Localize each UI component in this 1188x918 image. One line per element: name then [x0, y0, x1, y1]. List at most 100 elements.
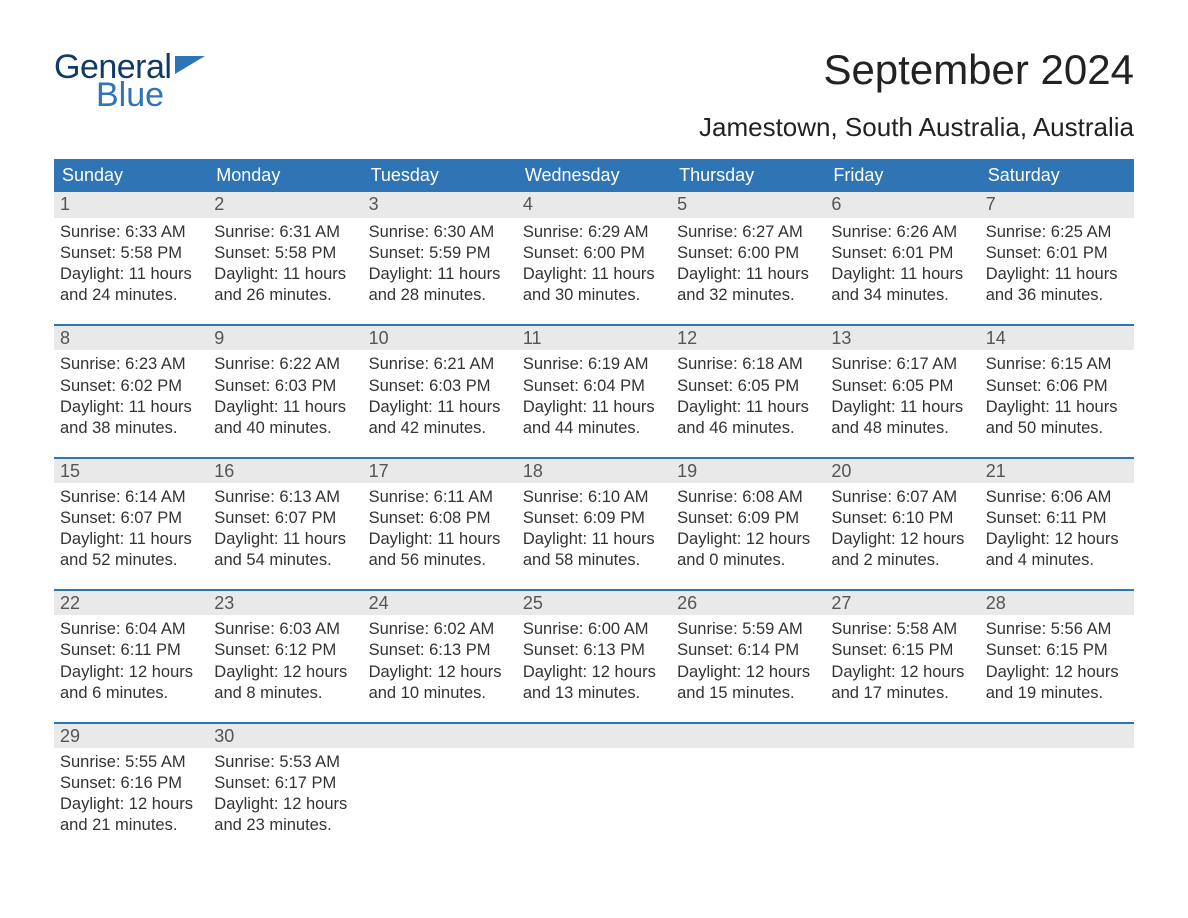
sunset-text: Sunset: 5:58 PM — [60, 243, 202, 264]
sunrise-text: Sunrise: 5:55 AM — [60, 752, 202, 773]
day-number: 18 — [517, 457, 671, 483]
sunrise-text: Sunrise: 6:22 AM — [214, 354, 356, 375]
calendar-week: 8Sunrise: 6:23 AMSunset: 6:02 PMDaylight… — [54, 324, 1134, 438]
day-number — [363, 722, 517, 748]
calendar-week: 22Sunrise: 6:04 AMSunset: 6:11 PMDayligh… — [54, 589, 1134, 703]
logo-word-2: Blue — [96, 78, 205, 112]
day-body: Sunrise: 6:14 AMSunset: 6:07 PMDaylight:… — [54, 483, 208, 571]
day-number: 15 — [54, 457, 208, 483]
day-body: Sunrise: 6:31 AMSunset: 5:58 PMDaylight:… — [208, 218, 362, 306]
day-number: 1 — [54, 192, 208, 218]
daylight-text: Daylight: 11 hours and 58 minutes. — [523, 529, 665, 571]
calendar-day: 26Sunrise: 5:59 AMSunset: 6:14 PMDayligh… — [671, 589, 825, 703]
day-number: 6 — [825, 192, 979, 218]
sunset-text: Sunset: 6:12 PM — [214, 640, 356, 661]
daylight-text: Daylight: 12 hours and 8 minutes. — [214, 662, 356, 704]
header-row: General Blue September 2024 Jamestown, S… — [54, 50, 1134, 153]
daylight-text: Daylight: 12 hours and 6 minutes. — [60, 662, 202, 704]
day-body: Sunrise: 6:11 AMSunset: 6:08 PMDaylight:… — [363, 483, 517, 571]
day-body: Sunrise: 5:59 AMSunset: 6:14 PMDaylight:… — [671, 615, 825, 703]
day-number: 2 — [208, 192, 362, 218]
dow-saturday: Saturday — [980, 159, 1134, 192]
day-number: 24 — [363, 589, 517, 615]
sunrise-text: Sunrise: 6:27 AM — [677, 222, 819, 243]
day-body: Sunrise: 6:10 AMSunset: 6:09 PMDaylight:… — [517, 483, 671, 571]
sunset-text: Sunset: 6:06 PM — [986, 376, 1128, 397]
calendar-day — [363, 722, 517, 836]
sunrise-text: Sunrise: 6:21 AM — [369, 354, 511, 375]
day-number: 26 — [671, 589, 825, 615]
sunset-text: Sunset: 6:13 PM — [523, 640, 665, 661]
daylight-text: Daylight: 11 hours and 34 minutes. — [831, 264, 973, 306]
calendar-day: 3Sunrise: 6:30 AMSunset: 5:59 PMDaylight… — [363, 192, 517, 306]
daylight-text: Daylight: 11 hours and 50 minutes. — [986, 397, 1128, 439]
calendar-day — [671, 722, 825, 836]
calendar-day: 13Sunrise: 6:17 AMSunset: 6:05 PMDayligh… — [825, 324, 979, 438]
sunrise-text: Sunrise: 6:07 AM — [831, 487, 973, 508]
calendar-day: 14Sunrise: 6:15 AMSunset: 6:06 PMDayligh… — [980, 324, 1134, 438]
sunset-text: Sunset: 6:14 PM — [677, 640, 819, 661]
day-number: 8 — [54, 324, 208, 350]
daylight-text: Daylight: 11 hours and 30 minutes. — [523, 264, 665, 306]
daylight-text: Daylight: 11 hours and 48 minutes. — [831, 397, 973, 439]
day-number: 20 — [825, 457, 979, 483]
dow-sunday: Sunday — [54, 159, 208, 192]
sunset-text: Sunset: 6:03 PM — [369, 376, 511, 397]
day-body: Sunrise: 6:04 AMSunset: 6:11 PMDaylight:… — [54, 615, 208, 703]
sunset-text: Sunset: 6:16 PM — [60, 773, 202, 794]
sunset-text: Sunset: 6:07 PM — [60, 508, 202, 529]
day-number: 3 — [363, 192, 517, 218]
sunrise-text: Sunrise: 6:17 AM — [831, 354, 973, 375]
calendar: Sunday Monday Tuesday Wednesday Thursday… — [54, 159, 1134, 836]
daylight-text: Daylight: 12 hours and 2 minutes. — [831, 529, 973, 571]
sunrise-text: Sunrise: 6:11 AM — [369, 487, 511, 508]
day-number: 29 — [54, 722, 208, 748]
sunrise-text: Sunrise: 6:14 AM — [60, 487, 202, 508]
daylight-text: Daylight: 11 hours and 42 minutes. — [369, 397, 511, 439]
dow-thursday: Thursday — [671, 159, 825, 192]
day-body: Sunrise: 6:30 AMSunset: 5:59 PMDaylight:… — [363, 218, 517, 306]
sunrise-text: Sunrise: 6:29 AM — [523, 222, 665, 243]
calendar-day: 30Sunrise: 5:53 AMSunset: 6:17 PMDayligh… — [208, 722, 362, 836]
day-body: Sunrise: 6:02 AMSunset: 6:13 PMDaylight:… — [363, 615, 517, 703]
calendar-week: 1Sunrise: 6:33 AMSunset: 5:58 PMDaylight… — [54, 192, 1134, 306]
calendar-day: 20Sunrise: 6:07 AMSunset: 6:10 PMDayligh… — [825, 457, 979, 571]
day-number: 21 — [980, 457, 1134, 483]
sunrise-text: Sunrise: 6:19 AM — [523, 354, 665, 375]
day-body: Sunrise: 6:08 AMSunset: 6:09 PMDaylight:… — [671, 483, 825, 571]
daylight-text: Daylight: 11 hours and 40 minutes. — [214, 397, 356, 439]
daylight-text: Daylight: 12 hours and 15 minutes. — [677, 662, 819, 704]
sunset-text: Sunset: 6:15 PM — [831, 640, 973, 661]
calendar-day: 19Sunrise: 6:08 AMSunset: 6:09 PMDayligh… — [671, 457, 825, 571]
day-number: 11 — [517, 324, 671, 350]
daylight-text: Daylight: 11 hours and 52 minutes. — [60, 529, 202, 571]
logo: General Blue — [54, 50, 205, 112]
calendar-day: 11 Sunrise: 6:19 AMSunset: 6:04 PMDayligh… — [517, 324, 671, 438]
sunset-text: Sunset: 6:05 PM — [831, 376, 973, 397]
sunset-text: Sunset: 6:08 PM — [369, 508, 511, 529]
sunrise-text: Sunrise: 5:56 AM — [986, 619, 1128, 640]
day-number: 25 — [517, 589, 671, 615]
sunrise-text: Sunrise: 6:10 AM — [523, 487, 665, 508]
daylight-text: Daylight: 11 hours and 38 minutes. — [60, 397, 202, 439]
sunset-text: Sunset: 6:04 PM — [523, 376, 665, 397]
day-number: 27 — [825, 589, 979, 615]
day-number: 12 — [671, 324, 825, 350]
sunset-text: Sunset: 6:00 PM — [677, 243, 819, 264]
daylight-text: Daylight: 12 hours and 19 minutes. — [986, 662, 1128, 704]
day-number: 30 — [208, 722, 362, 748]
sunrise-text: Sunrise: 6:03 AM — [214, 619, 356, 640]
day-number — [671, 722, 825, 748]
daylight-text: Daylight: 11 hours and 36 minutes. — [986, 264, 1128, 306]
day-body: Sunrise: 5:56 AMSunset: 6:15 PMDaylight:… — [980, 615, 1134, 703]
daylight-text: Daylight: 11 hours and 46 minutes. — [677, 397, 819, 439]
calendar-week: 15Sunrise: 6:14 AMSunset: 6:07 PMDayligh… — [54, 457, 1134, 571]
calendar-day: 22Sunrise: 6:04 AMSunset: 6:11 PMDayligh… — [54, 589, 208, 703]
sunset-text: Sunset: 6:00 PM — [523, 243, 665, 264]
sunset-text: Sunset: 6:05 PM — [677, 376, 819, 397]
day-number: 7 — [980, 192, 1134, 218]
dow-friday: Friday — [825, 159, 979, 192]
day-number: 28 — [980, 589, 1134, 615]
daylight-text: Daylight: 11 hours and 44 minutes. — [523, 397, 665, 439]
day-body: Sunrise: 6:18 AMSunset: 6:05 PMDaylight:… — [671, 350, 825, 438]
